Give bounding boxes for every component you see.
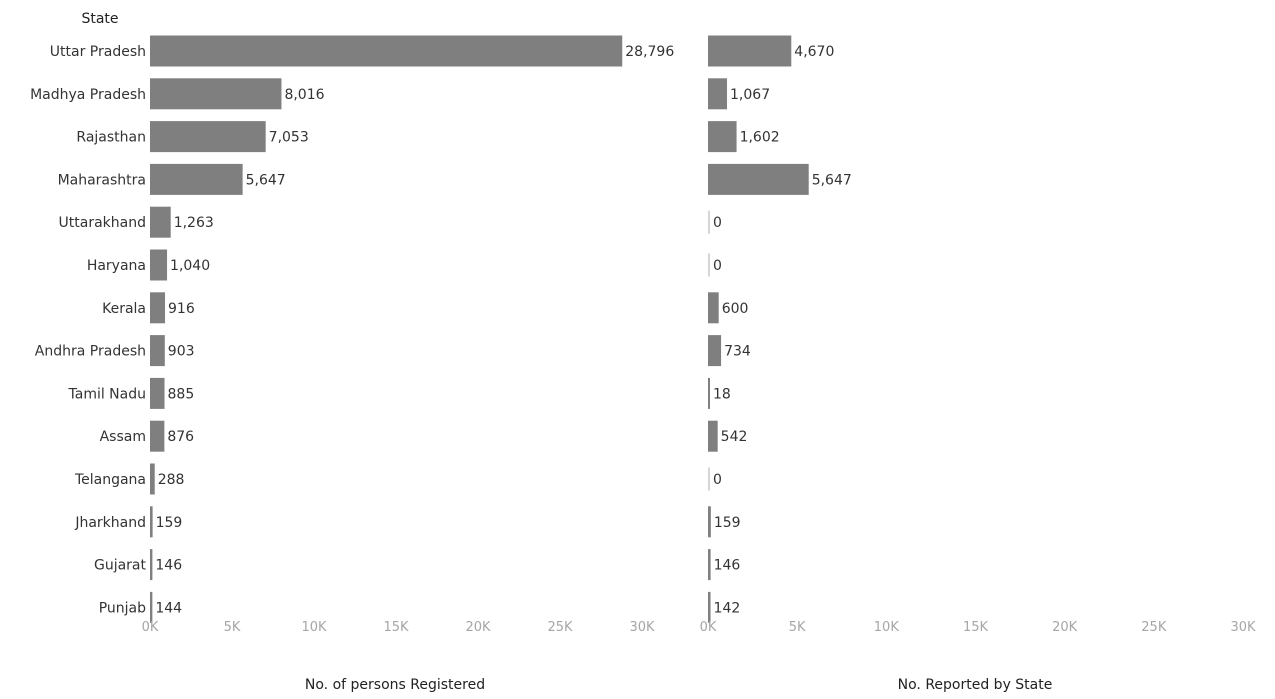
state-label-haryana: Haryana	[87, 258, 146, 274]
row-header-label: State	[81, 11, 118, 27]
value-label-1-rajasthan: 1,602	[740, 130, 780, 146]
value-label-0-gujarat: 146	[155, 558, 182, 574]
bar-0-tamil-nadu	[150, 377, 165, 409]
x-axis-title-1: No. Reported by State	[898, 677, 1053, 693]
value-label-0-assam: 876	[167, 429, 194, 445]
state-label-tamil-nadu: Tamil Nadu	[68, 386, 147, 402]
bar-0-haryana	[150, 249, 168, 281]
bar-1-punjab	[708, 591, 711, 623]
value-label-1-andhra-pradesh: 734	[724, 344, 751, 360]
bar-1-madhya-pradesh	[708, 78, 728, 110]
tick-label-1-2: 10K	[874, 620, 900, 635]
bar-1-assam	[708, 420, 718, 452]
tick-label-0-1: 5K	[224, 620, 241, 635]
bar-0-uttar-pradesh	[150, 35, 623, 67]
value-label-0-madhya-pradesh: 8,016	[284, 87, 324, 103]
bar-0-punjab	[150, 591, 153, 623]
value-label-0-kerala: 916	[168, 301, 195, 317]
bar-0-madhya-pradesh	[150, 78, 282, 110]
state-label-maharashtra: Maharashtra	[58, 172, 146, 188]
bar-1-jharkhand	[708, 506, 711, 538]
state-labels: Uttar Pradesh Madhya Pradesh Rajasthan Maha…	[30, 44, 146, 616]
value-label-1-tamil-nadu: 18	[713, 386, 731, 402]
tick-label-0-4: 20K	[465, 620, 491, 635]
value-label-0-uttarakhand: 1,263	[174, 215, 214, 231]
bar-1-gujarat	[708, 549, 711, 581]
value-label-1-jharkhand: 159	[714, 515, 741, 531]
bar-1-maharashtra	[708, 163, 809, 195]
value-label-0-haryana: 1,040	[170, 258, 210, 274]
bar-1-tamil-nadu	[708, 377, 710, 409]
state-label-uttarakhand: Uttarakhand	[59, 215, 146, 231]
tick-label-1-1: 5K	[789, 620, 806, 635]
state-label-jharkhand: Jharkhand	[74, 515, 146, 531]
bar-1-kerala	[708, 292, 719, 324]
state-label-kerala: Kerala	[102, 301, 146, 317]
state-label-uttar-pradesh: Uttar Pradesh	[50, 44, 146, 60]
tick-label-1-4: 20K	[1052, 620, 1078, 635]
tick-label-1-5: 25K	[1141, 620, 1167, 635]
value-label-0-rajasthan: 7,053	[269, 130, 309, 146]
bar-1-uttar-pradesh	[708, 35, 792, 67]
bar-0-kerala	[150, 292, 166, 324]
tick-label-0-2: 10K	[301, 620, 327, 635]
state-label-rajasthan: Rajasthan	[76, 130, 146, 146]
bar-0-gujarat	[150, 549, 153, 581]
value-label-0-punjab: 144	[155, 600, 182, 616]
bar-1-rajasthan	[708, 121, 737, 153]
tick-label-0-6: 30K	[629, 620, 655, 635]
bar-0-uttarakhand	[150, 206, 171, 238]
value-label-1-haryana: 0	[713, 258, 722, 274]
bar-0-assam	[150, 420, 165, 452]
tick-label-0-3: 15K	[383, 620, 409, 635]
value-label-1-assam: 542	[721, 429, 748, 445]
value-label-1-uttarakhand: 0	[713, 215, 722, 231]
state-label-madhya-pradesh: Madhya Pradesh	[30, 87, 146, 103]
value-label-0-telangana: 288	[158, 472, 185, 488]
bar-0-rajasthan	[150, 121, 266, 153]
value-label-0-maharashtra: 5,647	[246, 172, 286, 188]
panel-reported-by-state: 4,670 1,067 1,602 5,647 0 0 600 734 18 542 0 159 146…	[700, 35, 1256, 693]
value-label-1-uttar-pradesh: 4,670	[794, 44, 834, 60]
value-label-0-tamil-nadu: 885	[168, 386, 195, 402]
value-label-0-andhra-pradesh: 903	[168, 344, 195, 360]
value-label-1-gujarat: 146	[714, 558, 741, 574]
state-label-gujarat: Gujarat	[94, 558, 147, 574]
bar-0-andhra-pradesh	[150, 335, 165, 367]
state-label-assam: Assam	[100, 429, 146, 445]
state-label-andhra-pradesh: Andhra Pradesh	[35, 344, 146, 360]
tick-label-1-0: 0K	[700, 620, 717, 635]
tick-label-0-5: 25K	[547, 620, 573, 635]
state-label-punjab: Punjab	[99, 600, 146, 616]
value-label-1-maharashtra: 5,647	[812, 172, 852, 188]
value-label-1-telangana: 0	[713, 472, 722, 488]
tick-label-1-6: 30K	[1230, 620, 1256, 635]
value-label-1-madhya-pradesh: 1,067	[730, 87, 770, 103]
x-axis-title-0: No. of persons Registered	[305, 677, 485, 693]
bar-0-maharashtra	[150, 163, 243, 195]
tick-label-1-3: 15K	[963, 620, 989, 635]
bar-0-jharkhand	[150, 506, 153, 538]
state-label-telangana: Telangana	[74, 472, 146, 488]
value-label-0-jharkhand: 159	[156, 515, 183, 531]
value-label-1-kerala: 600	[722, 301, 749, 317]
value-label-0-uttar-pradesh: 28,796	[625, 44, 674, 60]
bar-1-andhra-pradesh	[708, 335, 722, 367]
panel-persons-registered: 28,796 8,016 7,053 5,647 1,263 1,040 916 903 885…	[142, 35, 674, 693]
bar-0-telangana	[150, 463, 155, 495]
tick-label-0-0: 0K	[142, 620, 159, 635]
value-label-1-punjab: 142	[714, 600, 741, 616]
